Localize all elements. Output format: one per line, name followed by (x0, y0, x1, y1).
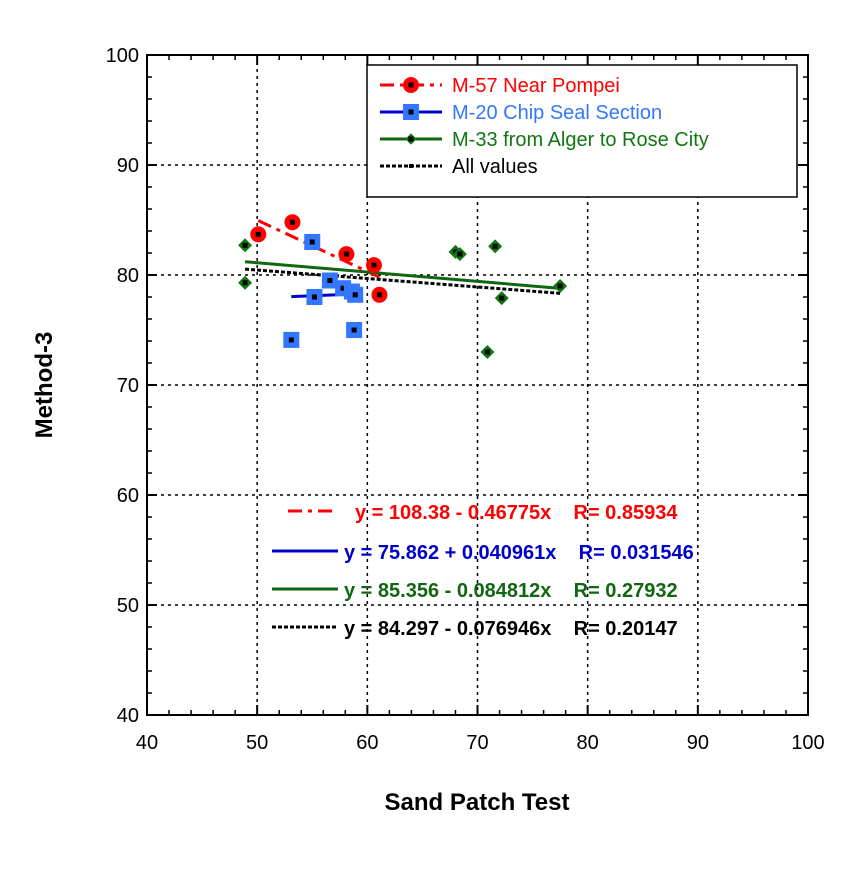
marker-center (408, 136, 414, 142)
x-tick-label: 40 (136, 732, 158, 754)
series-1 (283, 234, 364, 348)
fit-equation-label: y = 108.38 - 0.46775x R= 0.85934 (355, 502, 678, 524)
marker-center (408, 82, 414, 88)
x-tick-label: 70 (466, 732, 488, 754)
y-tick-label: 70 (117, 375, 139, 397)
marker-center (499, 295, 505, 301)
y-tick-label: 50 (117, 595, 139, 617)
marker-center (255, 231, 261, 237)
marker-center (352, 292, 358, 298)
marker-center (343, 251, 349, 257)
series-0 (250, 214, 388, 303)
x-tick-label: 100 (791, 732, 824, 754)
marker-center (309, 239, 315, 245)
y-tick-label: 40 (117, 705, 139, 727)
y-tick-label: 80 (117, 265, 139, 287)
marker-center (557, 283, 563, 289)
marker-center (492, 243, 498, 249)
marker-center (340, 285, 346, 291)
legend-label: All values (452, 156, 538, 178)
fit-equation-label: y = 85.356 - 0.084812x R= 0.27932 (344, 580, 678, 602)
marker-center (242, 280, 248, 286)
fit-line-2 (244, 260, 561, 290)
marker-center (408, 109, 414, 115)
y-axis-label: Method-3 (31, 332, 58, 439)
marker-center (327, 278, 333, 283)
legend-box (366, 64, 798, 198)
marker-center (371, 262, 377, 268)
x-tick-label: 80 (577, 732, 599, 754)
fit-line-3 (244, 267, 561, 295)
marker-center (376, 292, 382, 298)
x-tick-label: 50 (246, 732, 268, 754)
marker-center (242, 242, 248, 248)
x-tick-label: 90 (687, 732, 709, 754)
marker-center (409, 164, 413, 168)
marker-center (484, 349, 490, 355)
marker-center (289, 219, 295, 225)
legend: M-57 Near Pompei M-20 Chip Seal Section M-… (366, 64, 798, 198)
legend-label: M-57 Near Pompei (452, 75, 620, 97)
y-tick-label: 100 (106, 45, 139, 67)
marker-center (288, 337, 294, 343)
legend-label: M-33 from Alger to Rose City (452, 129, 709, 151)
marker-center (351, 327, 357, 333)
fit-equation-label: y = 84.297 - 0.076946x R= 0.20147 (344, 618, 678, 640)
y-tick-label: 60 (117, 485, 139, 507)
x-tick-label: 60 (356, 732, 378, 754)
series-2 (238, 238, 568, 359)
fit-equation-label: y = 75.862 + 0.040961x R= 0.031546 (344, 542, 694, 564)
y-tick-label: 90 (117, 155, 139, 177)
legend-label: M-20 Chip Seal Section (452, 102, 662, 124)
x-axis-label: Sand Patch Test (385, 789, 570, 816)
marker-center (311, 294, 317, 300)
marker-center (457, 251, 463, 257)
